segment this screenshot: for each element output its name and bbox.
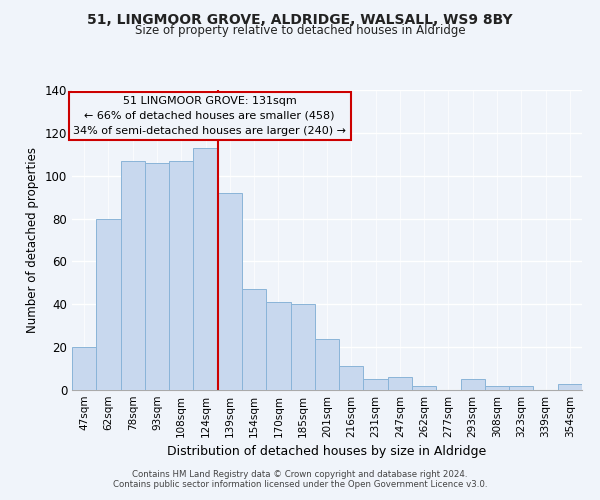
Bar (509, 386, 533, 390)
Bar (558, 384, 582, 390)
Text: 51, LINGMOOR GROVE, ALDRIDGE, WALSALL, WS9 8BY: 51, LINGMOOR GROVE, ALDRIDGE, WALSALL, W… (87, 12, 513, 26)
Text: Size of property relative to detached houses in Aldridge: Size of property relative to detached ho… (134, 24, 466, 37)
Bar (412, 386, 436, 390)
Bar (461, 380, 485, 390)
Bar (72, 347, 96, 390)
Bar (339, 366, 364, 390)
Bar (364, 380, 388, 390)
Bar (145, 163, 169, 390)
Bar (96, 218, 121, 390)
Bar (121, 160, 145, 390)
Bar (485, 386, 509, 390)
Text: Contains HM Land Registry data © Crown copyright and database right 2024.: Contains HM Land Registry data © Crown c… (132, 470, 468, 479)
Text: Contains public sector information licensed under the Open Government Licence v3: Contains public sector information licen… (113, 480, 487, 489)
Bar (290, 304, 315, 390)
Text: 51 LINGMOOR GROVE: 131sqm
← 66% of detached houses are smaller (458)
34% of semi: 51 LINGMOOR GROVE: 131sqm ← 66% of detac… (73, 96, 346, 136)
Bar (388, 377, 412, 390)
Bar (193, 148, 218, 390)
Bar (266, 302, 290, 390)
Bar (218, 193, 242, 390)
Y-axis label: Number of detached properties: Number of detached properties (26, 147, 39, 333)
X-axis label: Distribution of detached houses by size in Aldridge: Distribution of detached houses by size … (167, 446, 487, 458)
Bar (169, 160, 193, 390)
Bar (242, 290, 266, 390)
Bar (315, 338, 339, 390)
